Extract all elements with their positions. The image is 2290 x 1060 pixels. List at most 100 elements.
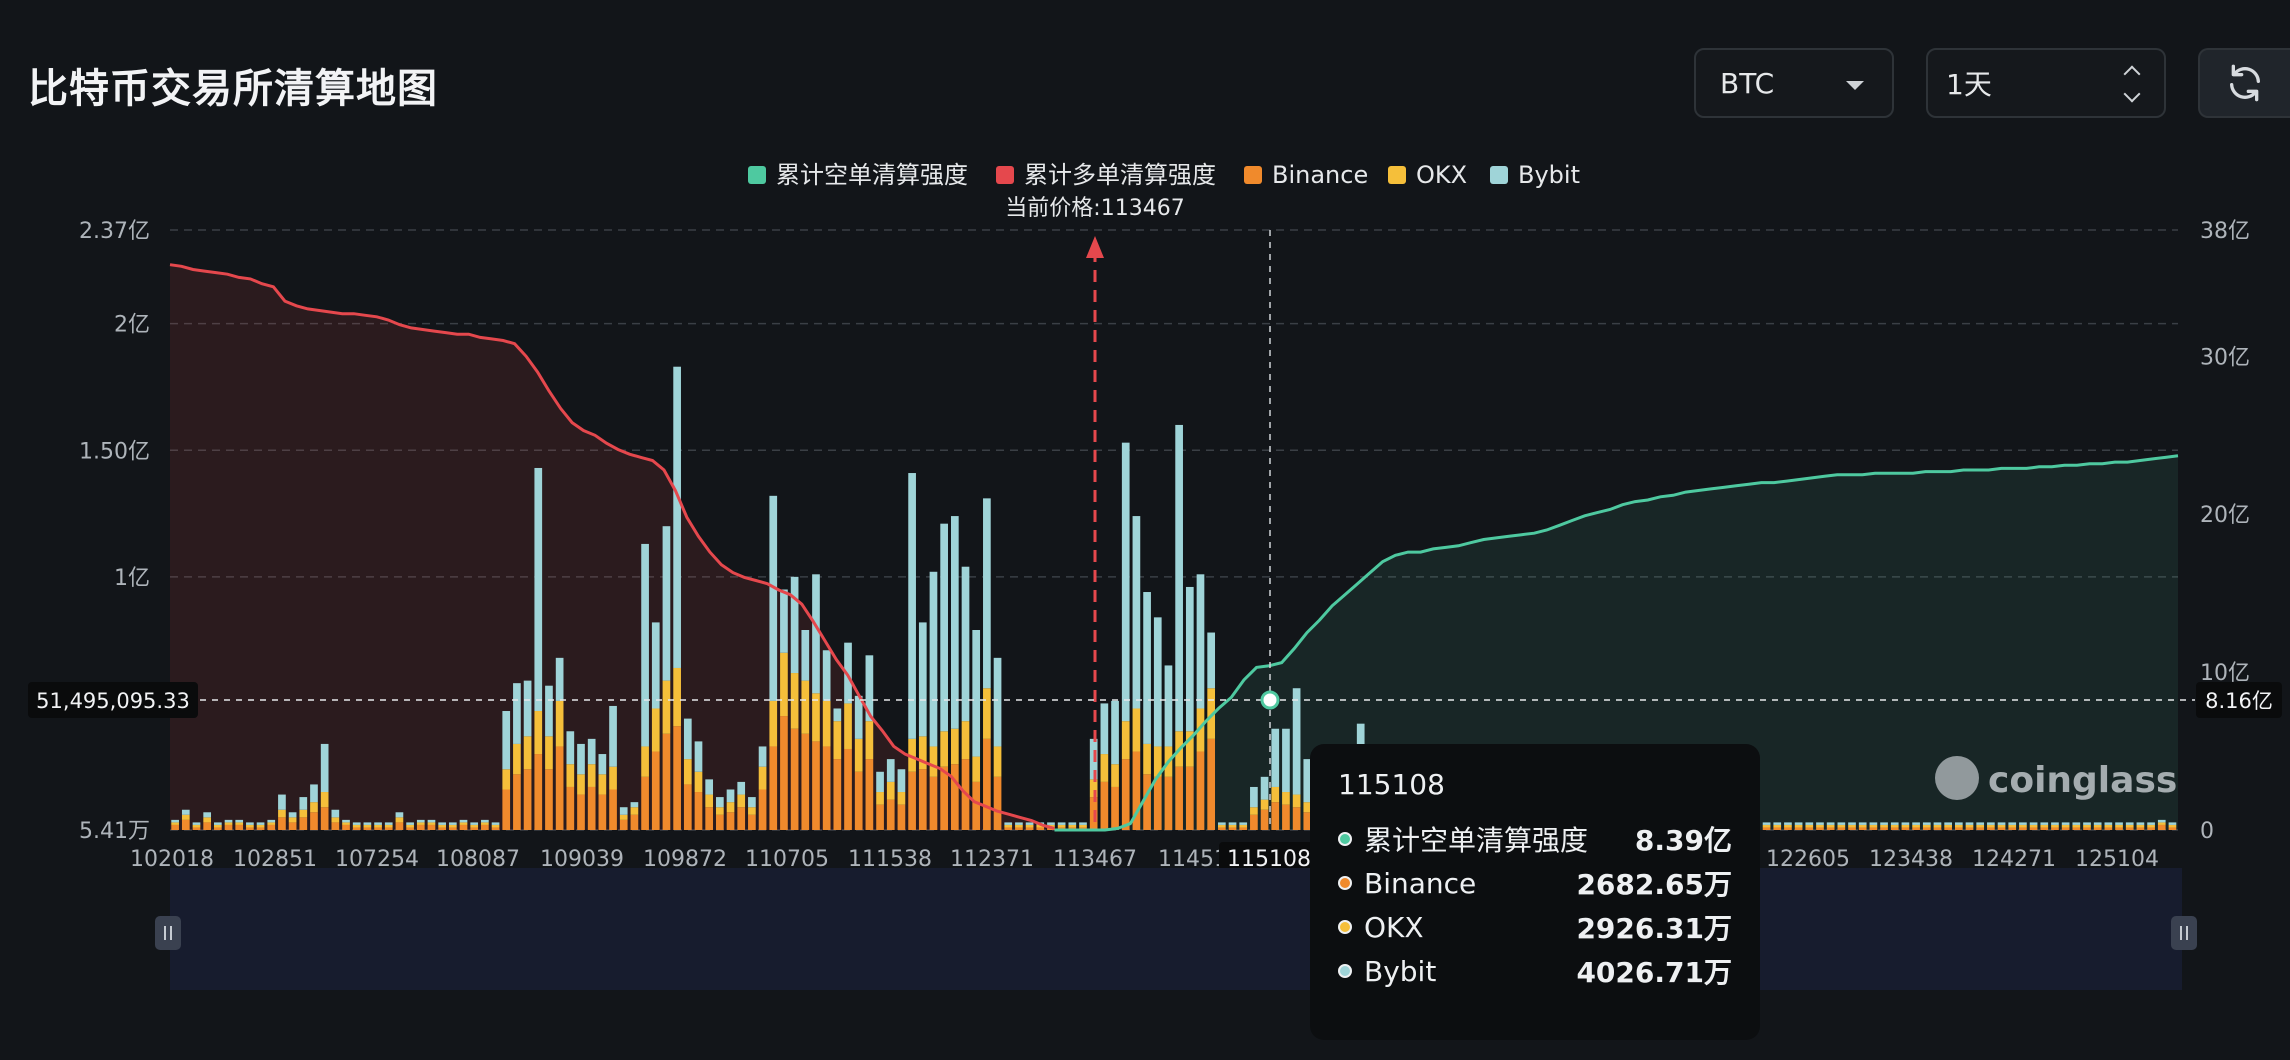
bar-binance[interactable]: [619, 819, 628, 830]
bar-bybit[interactable]: [2040, 822, 2049, 825]
bar-binance[interactable]: [534, 754, 543, 830]
bar-bybit[interactable]: [854, 695, 863, 739]
bar-binance[interactable]: [1794, 827, 1803, 830]
bar-okx[interactable]: [683, 759, 692, 785]
bar-binance[interactable]: [822, 746, 831, 830]
bar-binance[interactable]: [812, 741, 820, 830]
bar-bybit[interactable]: [961, 566, 970, 722]
bar-okx[interactable]: [278, 809, 286, 818]
bar-okx[interactable]: [769, 700, 778, 747]
bar-okx[interactable]: [1987, 824, 1995, 828]
bar-binance[interactable]: [769, 746, 778, 830]
bar-bybit[interactable]: [1121, 442, 1130, 722]
bar-bybit[interactable]: [929, 571, 938, 747]
bar-okx[interactable]: [918, 736, 927, 770]
bar-binance[interactable]: [406, 827, 414, 830]
bar-binance[interactable]: [918, 769, 927, 830]
bar-bybit[interactable]: [502, 711, 511, 770]
bar-bybit[interactable]: [363, 822, 372, 825]
bar-binance[interactable]: [1100, 781, 1109, 830]
bar-binance[interactable]: [1004, 827, 1013, 830]
bar-okx[interactable]: [598, 774, 607, 795]
bar-binance[interactable]: [181, 819, 190, 830]
bar-binance[interactable]: [854, 771, 863, 830]
bar-bybit[interactable]: [181, 809, 190, 815]
bar-okx[interactable]: [1089, 779, 1098, 798]
bar-bybit[interactable]: [2157, 819, 2166, 823]
bar-binance[interactable]: [705, 807, 714, 830]
zoom-slider[interactable]: [155, 868, 2197, 990]
bar-binance[interactable]: [1987, 827, 1995, 830]
bar-bybit[interactable]: [1794, 822, 1803, 825]
bar-bybit[interactable]: [2115, 822, 2123, 825]
bar-bybit[interactable]: [2147, 822, 2155, 825]
bar-binance[interactable]: [1303, 812, 1312, 830]
bar-binance[interactable]: [1826, 827, 1835, 830]
bar-okx[interactable]: [1794, 824, 1803, 828]
bar-binance[interactable]: [2008, 827, 2017, 830]
range-select[interactable]: 1天: [1926, 48, 2166, 118]
bar-bybit[interactable]: [299, 797, 308, 810]
bar-bybit[interactable]: [694, 741, 703, 772]
bar-bybit[interactable]: [1175, 424, 1183, 732]
bar-bybit[interactable]: [566, 731, 575, 765]
bar-okx[interactable]: [288, 817, 297, 823]
bar-bybit[interactable]: [1207, 632, 1216, 689]
bar-okx[interactable]: [171, 822, 179, 825]
bar-binance[interactable]: [288, 822, 297, 830]
bar-bybit[interactable]: [1954, 822, 1963, 825]
bar-binance[interactable]: [246, 827, 254, 830]
bar-bybit[interactable]: [2136, 822, 2145, 825]
bar-okx[interactable]: [1218, 824, 1226, 828]
bar-okx[interactable]: [1292, 794, 1301, 808]
bar-bybit[interactable]: [2051, 822, 2059, 825]
bar-binance[interactable]: [2029, 827, 2038, 830]
bar-okx[interactable]: [2136, 824, 2145, 828]
bar-okx[interactable]: [416, 822, 425, 825]
bar-okx[interactable]: [1922, 824, 1931, 828]
bar-okx[interactable]: [2115, 824, 2123, 828]
legend-label[interactable]: Bybit: [1518, 161, 1580, 189]
bar-okx[interactable]: [1954, 824, 1963, 828]
bar-binance[interactable]: [214, 827, 222, 830]
bar-binance[interactable]: [908, 771, 916, 830]
bar-bybit[interactable]: [897, 769, 906, 793]
bar-binance[interactable]: [940, 766, 948, 830]
bar-binance[interactable]: [438, 827, 446, 830]
bar-okx[interactable]: [2072, 824, 2081, 828]
bar-okx[interactable]: [566, 764, 575, 787]
bar-binance[interactable]: [448, 827, 457, 830]
bar-okx[interactable]: [2157, 822, 2166, 825]
bar-bybit[interactable]: [1153, 617, 1162, 747]
bar-bybit[interactable]: [1912, 822, 1920, 825]
bar-okx[interactable]: [780, 652, 788, 717]
bar-okx[interactable]: [833, 721, 842, 760]
bar-okx[interactable]: [1965, 824, 1974, 828]
bar-okx[interactable]: [513, 743, 521, 775]
bar-binance[interactable]: [758, 789, 767, 830]
bar-okx[interactable]: [1773, 824, 1782, 828]
bar-okx[interactable]: [961, 721, 970, 760]
bar-okx[interactable]: [181, 814, 190, 820]
bar-okx[interactable]: [673, 667, 681, 727]
bar-bybit[interactable]: [1271, 728, 1280, 787]
legend-swatch[interactable]: [1244, 166, 1262, 184]
bar-binance[interactable]: [1036, 827, 1045, 830]
bar-okx[interactable]: [619, 814, 628, 820]
bar-bybit[interactable]: [1773, 822, 1782, 825]
bar-binance[interactable]: [801, 733, 810, 830]
bar-okx[interactable]: [801, 680, 810, 734]
bar-bybit[interactable]: [1944, 822, 1952, 825]
bar-bybit[interactable]: [587, 738, 596, 765]
bar-bybit[interactable]: [384, 822, 393, 825]
bar-okx[interactable]: [2147, 824, 2155, 828]
bar-okx[interactable]: [1111, 764, 1119, 787]
bar-binance[interactable]: [1933, 827, 1942, 830]
bar-bybit[interactable]: [1079, 822, 1087, 825]
bar-okx[interactable]: [1271, 786, 1280, 803]
bar-binance[interactable]: [598, 794, 607, 830]
bar-okx[interactable]: [737, 794, 746, 808]
bar-binance[interactable]: [1271, 802, 1280, 830]
bar-okx[interactable]: [1933, 824, 1942, 828]
bar-bybit[interactable]: [1260, 776, 1269, 800]
